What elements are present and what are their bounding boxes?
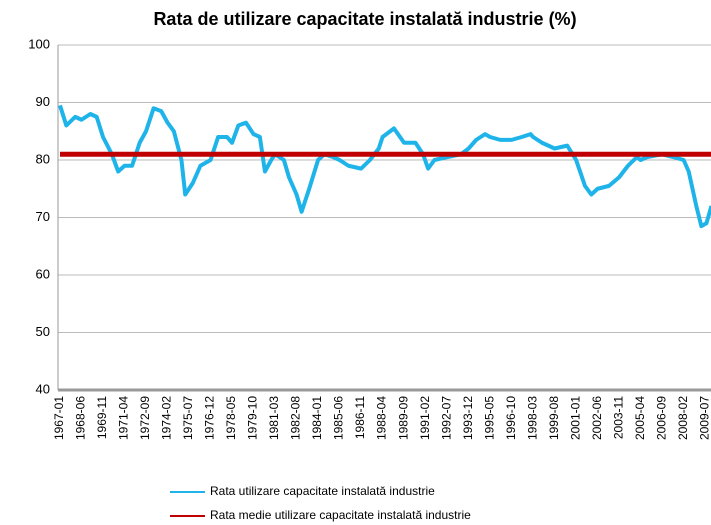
x-tick-label: 1999-08 <box>547 396 561 440</box>
x-tick-label: 2001-01 <box>568 396 582 440</box>
x-tick-label: 2003-11 <box>611 396 625 439</box>
x-tick-label: 1995-05 <box>482 396 496 440</box>
x-tick-label: 1972-09 <box>138 396 152 440</box>
x-tick-label: 1992-07 <box>439 396 453 440</box>
chart-title: Rata de utilizare capacitate instalată i… <box>153 9 576 29</box>
x-tick-label: 2005-04 <box>633 396 647 440</box>
x-tick-label: 1974-02 <box>160 396 174 440</box>
series-line <box>58 104 711 229</box>
x-tick-label: 1976-12 <box>203 396 217 440</box>
y-tick-label: 60 <box>36 266 50 281</box>
x-tick-label: 1979-10 <box>246 396 260 440</box>
y-tick-label: 70 <box>36 209 50 224</box>
x-tick-label: 1975-07 <box>181 396 195 440</box>
x-tick-label: 1991-02 <box>418 396 432 440</box>
x-tick-label: 1985-06 <box>332 396 346 440</box>
x-tick-label: 2008-02 <box>676 396 690 440</box>
y-tick-label: 50 <box>36 324 50 339</box>
x-tick-label: 2002-06 <box>590 396 604 440</box>
x-tick-label: 2006-09 <box>654 396 668 440</box>
y-tick-label: 40 <box>36 381 50 396</box>
x-tick-label: 1967-01 <box>52 396 66 440</box>
y-tick-label: 90 <box>36 94 50 109</box>
legend-label: Rata medie utilizare capacitate instalat… <box>210 508 471 522</box>
x-tick-label: 1996-10 <box>504 396 518 440</box>
y-tick-label: 80 <box>36 151 50 166</box>
x-tick-label: 1984-01 <box>310 396 324 440</box>
x-tick-label: 2009-07 <box>697 396 711 440</box>
y-tick-label: 100 <box>28 36 50 51</box>
x-tick-label: 1986-11 <box>353 396 367 439</box>
x-tick-label: 1978-05 <box>224 396 238 440</box>
x-tick-label: 1981-03 <box>267 396 281 440</box>
x-tick-label: 1988-04 <box>375 396 389 440</box>
x-tick-label: 1982-08 <box>289 396 303 440</box>
x-tick-label: 1968-06 <box>74 396 88 440</box>
x-tick-label: 1989-09 <box>396 396 410 440</box>
x-tick-label: 1998-03 <box>525 396 539 440</box>
legend-label: Rata utilizare capacitate instalată indu… <box>210 484 435 498</box>
x-tick-label: 1993-12 <box>461 396 475 440</box>
x-tick-label: 1971-04 <box>117 396 131 440</box>
x-tick-label: 1969-11 <box>95 396 109 439</box>
